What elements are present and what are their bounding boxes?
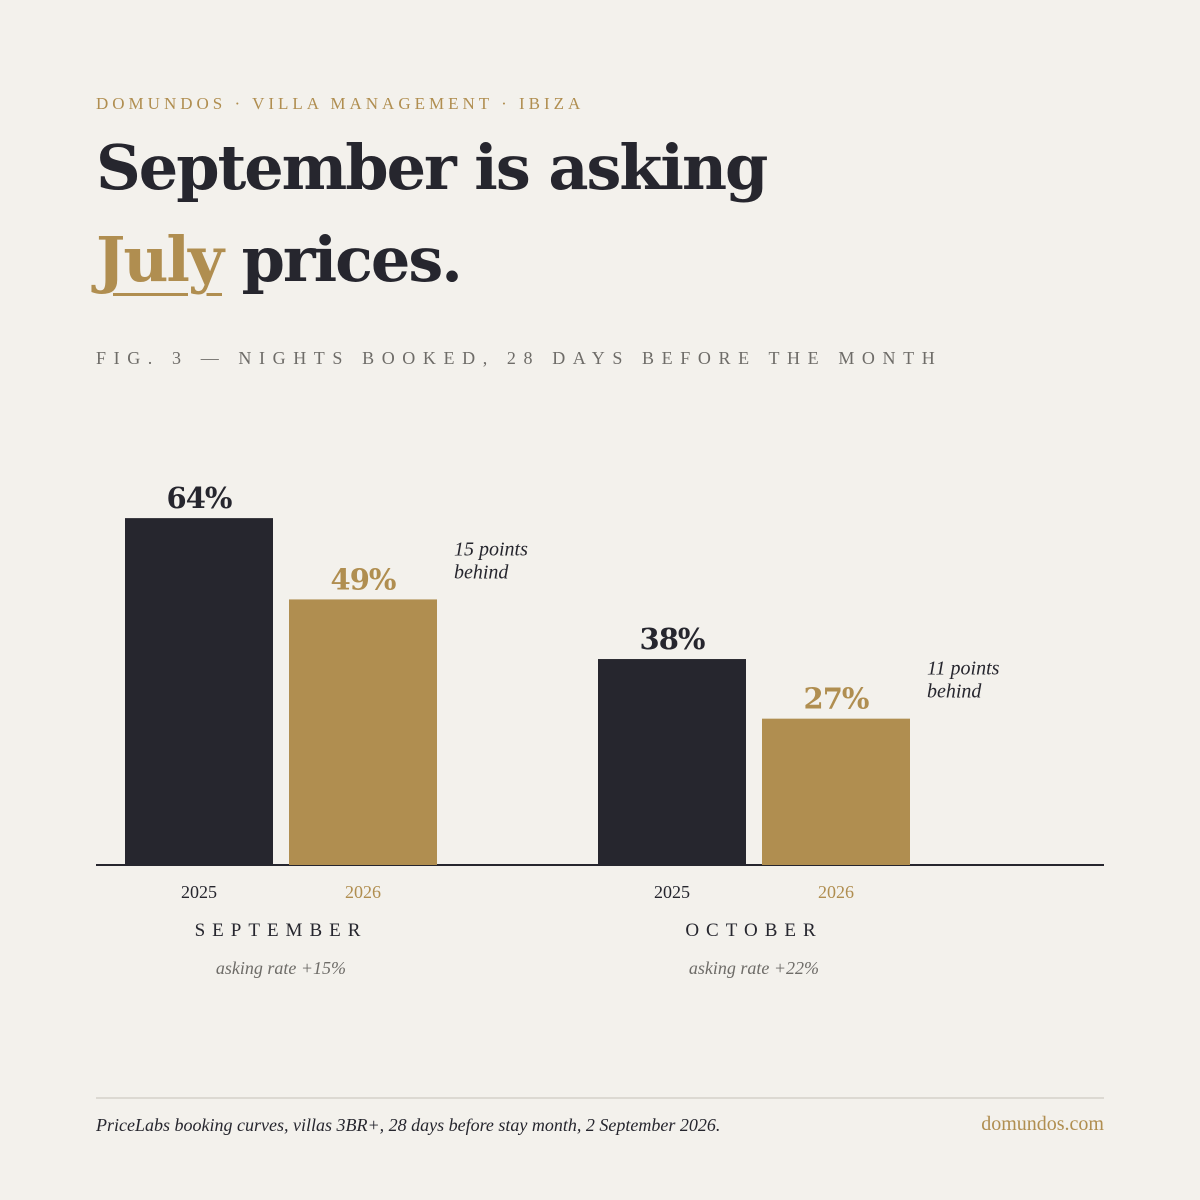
bar-october-2026	[762, 718, 910, 865]
headline: September is asking July prices.	[96, 122, 768, 306]
category-note: asking rate +15%	[216, 958, 346, 978]
gap-annotation: 15 points	[454, 538, 528, 560]
bar-september-2025	[125, 518, 273, 865]
eyebrow: DOMUNDOS · VILLA MANAGEMENT · IBIZA	[96, 94, 585, 113]
data-label: 64%	[167, 481, 232, 515]
bar-october-2025	[598, 659, 746, 865]
site-link[interactable]: domundos.com	[981, 1113, 1104, 1135]
category-label: OCTOBER	[685, 920, 822, 941]
footer-divider	[96, 1097, 1104, 1099]
gap-annotation: behind	[927, 681, 982, 703]
tick-label-year: 2025	[181, 882, 217, 902]
bar-chart: 64% 2025 49% 2026 SEPTEMBER asking rate +15% 1…	[96, 481, 1104, 978]
tick-label-year: 2025	[654, 882, 690, 902]
data-label: 27%	[804, 682, 869, 716]
headline-accent: July	[96, 223, 224, 296]
tick-label-year: 2026	[818, 882, 854, 902]
category-label: SEPTEMBER	[195, 920, 368, 941]
bar-september-2026	[289, 599, 437, 865]
data-label: 38%	[640, 622, 705, 656]
gap-annotation: 11 points	[927, 658, 1000, 680]
headline-rest: prices.	[222, 223, 463, 296]
tick-label-year: 2026	[345, 882, 381, 902]
source-note: PriceLabs booking curves, villas 3BR+, 2…	[96, 1115, 721, 1135]
category-note: asking rate +22%	[689, 958, 819, 978]
figure-caption: FIG. 3 — NIGHTS BOOKED, 28 DAYS BEFORE T…	[96, 348, 943, 368]
headline-line-1: September is asking	[96, 131, 768, 204]
data-label: 49%	[331, 562, 396, 596]
gap-annotation: behind	[454, 561, 509, 583]
